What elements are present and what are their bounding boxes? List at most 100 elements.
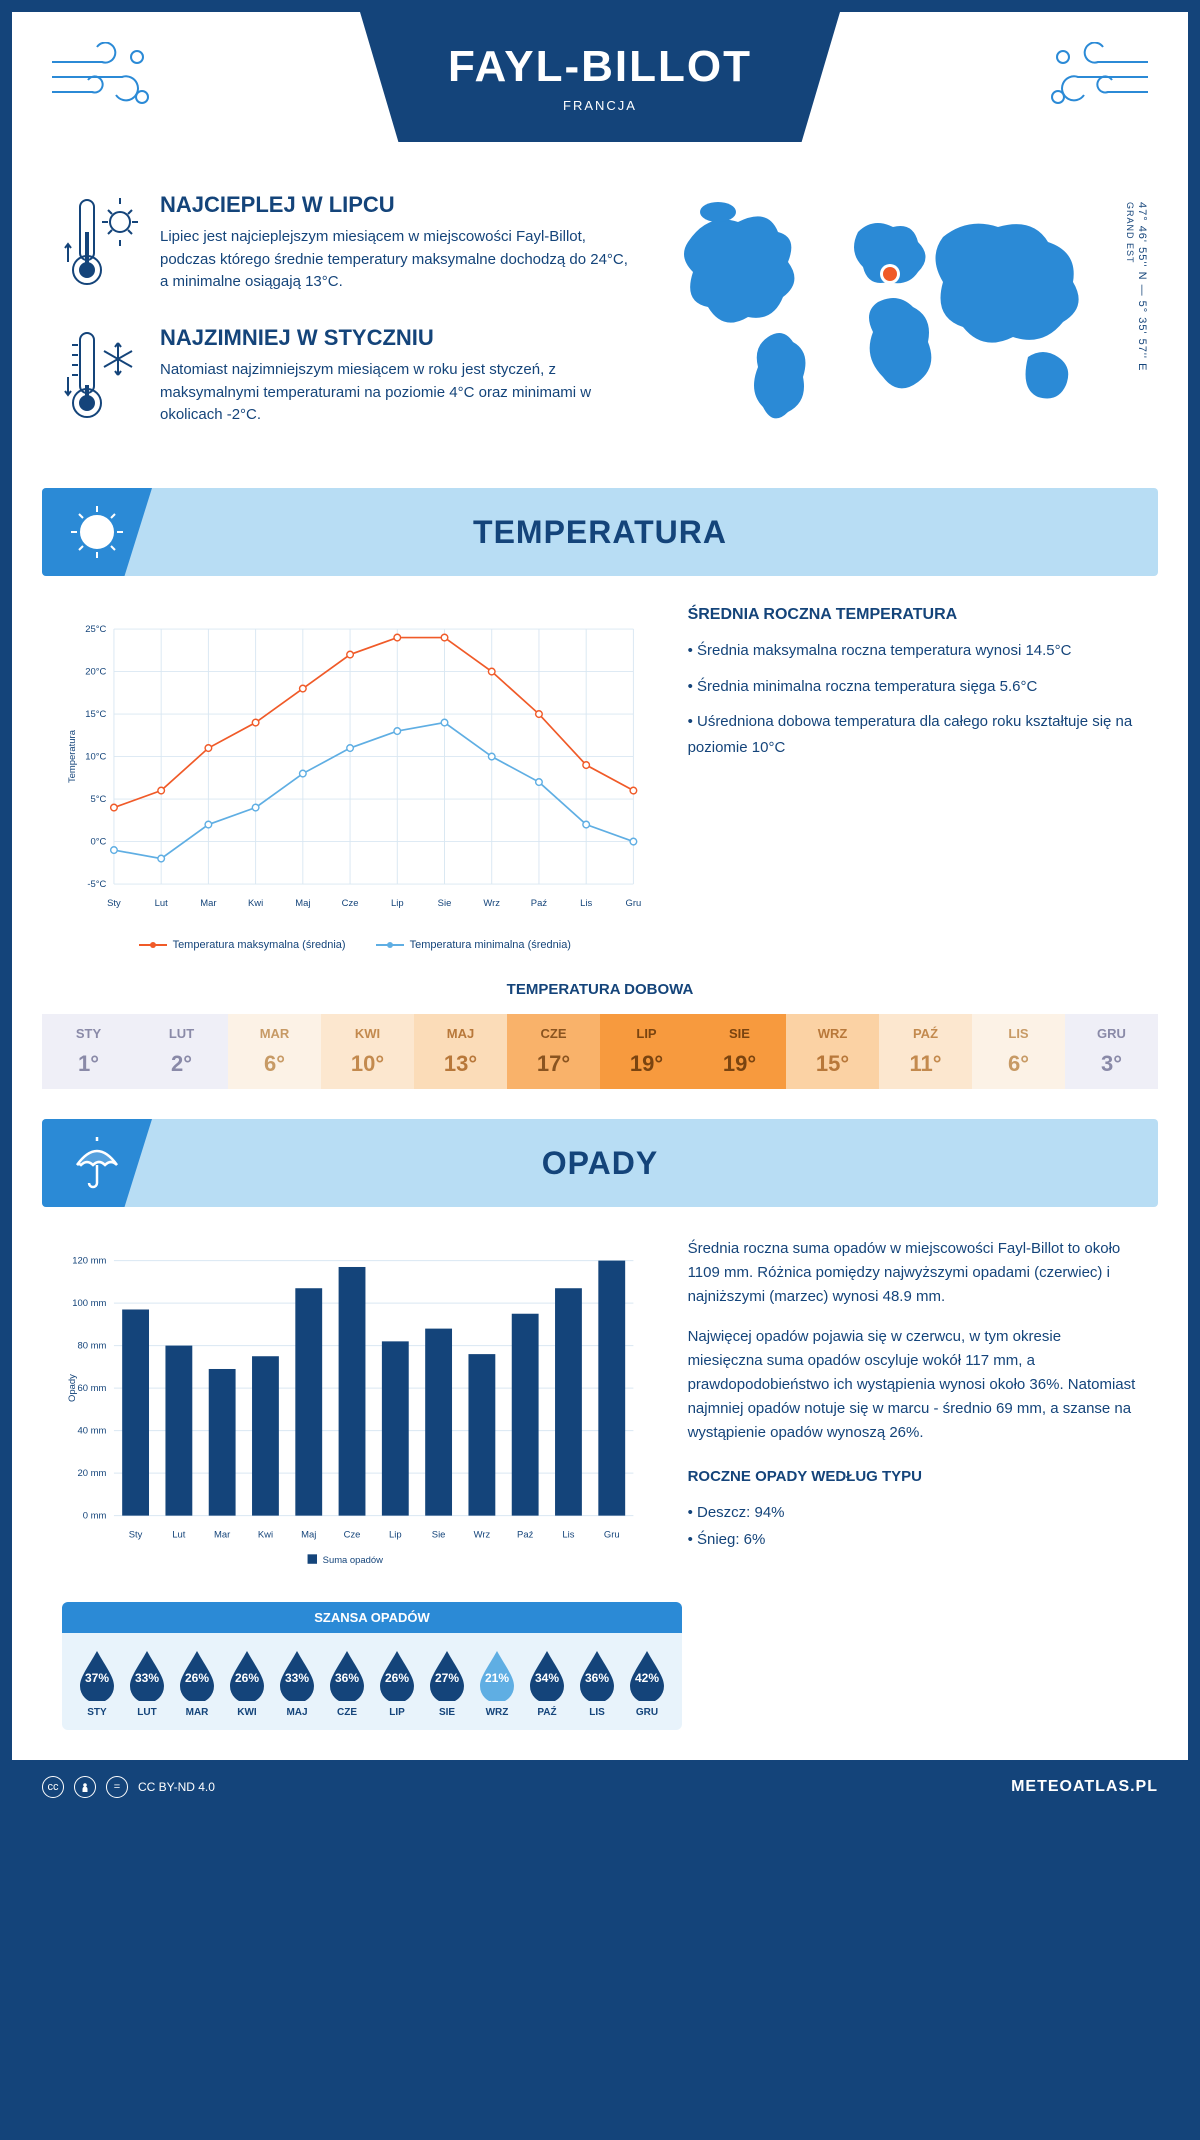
raindrop-icon: 26% (376, 1649, 418, 1701)
chance-month: MAJ (272, 1707, 322, 1718)
daily-month: KWI (321, 1026, 414, 1041)
license-block: cc = CC BY-ND 4.0 (42, 1776, 215, 1798)
daily-value: 17° (507, 1051, 600, 1077)
svg-text:80 mm: 80 mm (78, 1340, 107, 1351)
chance-drop: 27% SIE (422, 1649, 472, 1718)
chance-value: 37% (76, 1671, 118, 1685)
wind-icon (1043, 42, 1153, 117)
raindrop-icon: 33% (276, 1649, 318, 1701)
chance-drop: 21% WRZ (472, 1649, 522, 1718)
svg-text:40 mm: 40 mm (78, 1425, 107, 1436)
svg-text:15°C: 15°C (85, 709, 106, 720)
svg-text:Sty: Sty (129, 1529, 143, 1540)
annual-temp-list: • Średnia maksymalna roczna temperatura … (688, 638, 1138, 760)
coldest-block: NAJZIMNIEJ W STYCZNIU Natomiast najzimni… (62, 325, 628, 430)
daily-value: 19° (693, 1051, 786, 1077)
daily-value: 2° (135, 1051, 228, 1077)
svg-text:Lip: Lip (389, 1529, 402, 1540)
daily-value: 6° (228, 1051, 321, 1077)
svg-text:Lis: Lis (562, 1529, 574, 1540)
intro-section: NAJCIEPLEJ W LIPCU Lipiec jest najcieple… (12, 172, 1188, 468)
coordinates: 47° 46' 55'' N — 5° 35' 57'' E GRAND EST (1124, 202, 1148, 371)
precip-type-list: • Deszcz: 94%• Śnieg: 6% (688, 1499, 1138, 1553)
intro-text-column: NAJCIEPLEJ W LIPCU Lipiec jest najcieple… (62, 192, 628, 458)
svg-text:20°C: 20°C (85, 666, 106, 677)
chance-value: 36% (576, 1671, 618, 1685)
precipitation-chance-block: SZANSA OPADÓW 37% STY 33% LUT 26% (62, 1602, 682, 1730)
chance-month: GRU (622, 1707, 672, 1718)
temperature-section-header: TEMPERATURA (42, 488, 1158, 576)
chance-drop: 26% LIP (372, 1649, 422, 1718)
chance-value: 36% (326, 1671, 368, 1685)
svg-text:25°C: 25°C (85, 624, 106, 635)
svg-text:Mar: Mar (214, 1529, 230, 1540)
country-subtitle: FRANCJA (360, 98, 840, 113)
chance-value: 27% (426, 1671, 468, 1685)
legend-item: Temperatura minimalna (średnia) (376, 939, 571, 951)
temperature-line-chart: -5°C0°C5°C10°C15°C20°C25°CStyLutMarKwiMa… (62, 606, 648, 951)
coldest-title: NAJZIMNIEJ W STYCZNIU (160, 325, 628, 351)
svg-text:100 mm: 100 mm (72, 1298, 106, 1309)
chance-drop: 34% PAŹ (522, 1649, 572, 1718)
chance-value: 42% (626, 1671, 668, 1685)
svg-text:Gru: Gru (604, 1529, 620, 1540)
chance-drop: 26% KWI (222, 1649, 272, 1718)
svg-text:Cze: Cze (342, 898, 359, 909)
precip-type-title: ROCZNE OPADY WEDŁUG TYPU (688, 1465, 1138, 1489)
raindrop-icon: 26% (176, 1649, 218, 1701)
daily-temp-cell: KWI10° (321, 1014, 414, 1089)
raindrop-icon: 37% (76, 1649, 118, 1701)
chance-month: LIS (572, 1707, 622, 1718)
license-text: CC BY-ND 4.0 (138, 1780, 215, 1794)
svg-text:Suma opadów: Suma opadów (323, 1555, 384, 1566)
daily-temp-cell: MAR6° (228, 1014, 321, 1089)
daily-value: 13° (414, 1051, 507, 1077)
coords-text: 47° 46' 55'' N — 5° 35' 57'' E (1136, 202, 1148, 371)
daily-temp-cell: MAJ13° (414, 1014, 507, 1089)
svg-text:Paź: Paź (517, 1529, 534, 1540)
chance-drops: 37% STY 33% LUT 26% MAR 26% (62, 1633, 682, 1730)
chart-legend: Temperatura maksymalna (średnia) Temperat… (62, 939, 648, 951)
chance-value: 26% (376, 1671, 418, 1685)
brand-text: METEOATLAS.PL (1011, 1778, 1158, 1796)
annual-temp-item: • Uśredniona dobowa temperatura dla całe… (688, 709, 1138, 760)
svg-text:10°C: 10°C (85, 751, 106, 762)
city-title: FAYL-BILLOT (360, 42, 840, 92)
chance-value: 33% (276, 1671, 318, 1685)
svg-text:Opady: Opady (67, 1374, 78, 1402)
chance-value: 34% (526, 1671, 568, 1685)
world-map: 47° 46' 55'' N — 5° 35' 57'' E GRAND EST (658, 192, 1138, 458)
chance-value: 21% (476, 1671, 518, 1685)
svg-text:Sie: Sie (438, 898, 452, 909)
svg-text:20 mm: 20 mm (78, 1468, 107, 1479)
daily-value: 15° (786, 1051, 879, 1077)
coldest-text: Natomiast najzimniejszym miesiącem w rok… (160, 359, 628, 427)
chance-month: MAR (172, 1707, 222, 1718)
daily-month: CZE (507, 1026, 600, 1041)
chance-drop: 37% STY (72, 1649, 122, 1718)
raindrop-icon: 36% (576, 1649, 618, 1701)
chance-month: SIE (422, 1707, 472, 1718)
daily-value: 11° (879, 1051, 972, 1077)
umbrella-icon (42, 1119, 152, 1207)
daily-temp-cell: LIS6° (972, 1014, 1065, 1089)
svg-text:Sty: Sty (107, 898, 121, 909)
raindrop-icon: 34% (526, 1649, 568, 1701)
daily-temp-cell: LIP19° (600, 1014, 693, 1089)
daily-month: WRZ (786, 1026, 879, 1041)
precip-paragraph-1: Średnia roczna suma opadów w miejscowośc… (688, 1237, 1138, 1309)
svg-text:5°C: 5°C (91, 794, 107, 805)
daily-temp-cell: CZE 17° (507, 1014, 600, 1089)
svg-text:Lut: Lut (155, 898, 168, 909)
svg-text:Maj: Maj (301, 1529, 316, 1540)
precipitation-text: Średnia roczna suma opadów w miejscowośc… (688, 1237, 1138, 1582)
svg-text:Maj: Maj (295, 898, 310, 909)
thermometer-hot-icon (62, 192, 142, 297)
raindrop-icon: 27% (426, 1649, 468, 1701)
header: FAYL-BILLOT FRANCJA (12, 12, 1188, 172)
chance-month: WRZ (472, 1707, 522, 1718)
infographic-page: FAYL-BILLOT FRANCJA (12, 12, 1188, 1814)
cc-icon: cc (42, 1776, 64, 1798)
legend-item: Temperatura maksymalna (średnia) (139, 939, 346, 951)
svg-text:Lip: Lip (391, 898, 404, 909)
